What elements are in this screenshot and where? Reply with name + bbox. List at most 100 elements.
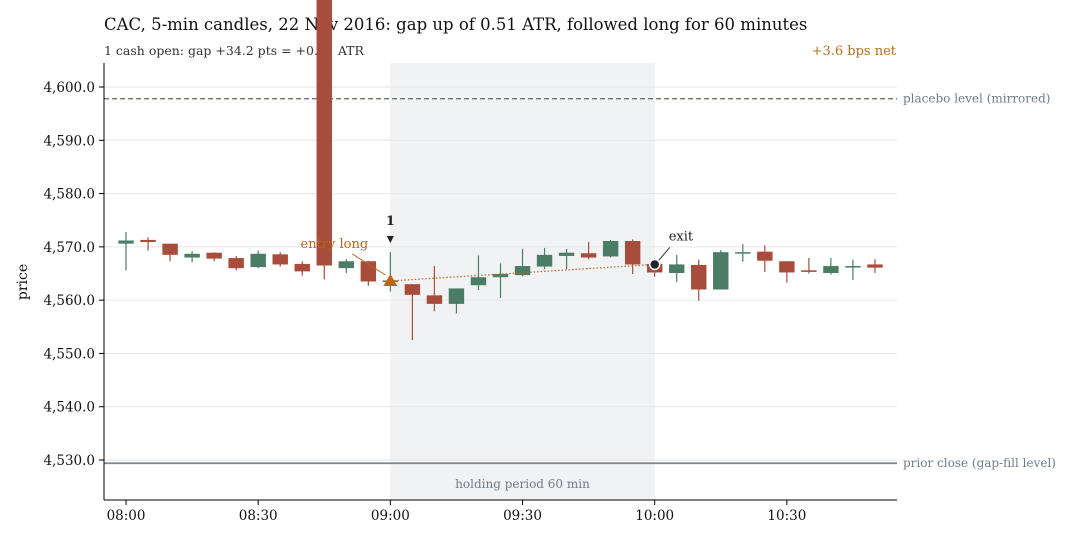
x-tick-label: 08:00 [107, 508, 146, 524]
holding-period-shade [390, 63, 655, 500]
candle [536, 247, 553, 270]
entry-label: entry long [301, 237, 369, 252]
candle [250, 250, 266, 269]
candle-body [404, 284, 421, 295]
candles [118, 0, 883, 341]
prior-close-label: prior close (gap-fill level) [903, 456, 1056, 470]
candle [470, 255, 487, 291]
candle-body [536, 254, 553, 267]
exit-marker [648, 258, 661, 271]
candle-body [250, 253, 266, 268]
candle-body [492, 274, 509, 278]
entry-leader-line [352, 253, 386, 276]
candle [757, 245, 773, 272]
candle-body [823, 266, 839, 273]
candle-body [580, 253, 597, 258]
candle [602, 239, 619, 258]
candle [140, 237, 156, 251]
candle [228, 255, 244, 271]
candle-body [558, 252, 575, 256]
candle [184, 251, 200, 263]
candle-body [228, 258, 244, 269]
holding-period-label: holding period 60 min [455, 477, 590, 491]
y-tick-label: 4,560.0 [43, 293, 95, 309]
candle-body [867, 264, 883, 268]
candle [316, 0, 332, 280]
candle-body [624, 240, 641, 265]
exit-leader-line [658, 247, 671, 261]
candle [558, 248, 575, 270]
candle [426, 266, 443, 312]
candle [801, 258, 817, 274]
entry-sequence-label: 1 [386, 214, 395, 229]
candle-body [162, 243, 178, 255]
candle-body [713, 252, 729, 290]
reference-levels: placebo level (mirrored) prior close (gap… [104, 92, 1056, 470]
candle [713, 250, 729, 290]
y-tick-label: 4,580.0 [43, 187, 95, 203]
x-tick-label: 08:30 [239, 508, 278, 524]
candle [867, 259, 883, 273]
holding-period-band: holding period 60 min [390, 63, 655, 500]
candle-body [206, 252, 222, 259]
chart-subtitle: 1 cash open: gap +34.2 pts = +0.51 ATR [104, 43, 365, 58]
candle-body [448, 288, 465, 304]
candle [294, 261, 310, 276]
candle-body [514, 266, 531, 276]
candle [514, 248, 531, 277]
x-tick-label: 10:00 [635, 508, 674, 524]
candle-body [140, 239, 156, 243]
trade-annotations: entry long 1 exit [301, 214, 694, 286]
candle [691, 259, 707, 301]
x-tick-label: 09:30 [503, 508, 542, 524]
candle-body [118, 240, 134, 244]
candle-body [602, 240, 619, 257]
axes: 4,530.0 4,540.0 4,550.0 4,560.0 4,570.0 4,580… [43, 63, 897, 524]
grid-lines [104, 86, 897, 461]
candle [448, 288, 465, 314]
y-tick-label: 4,540.0 [43, 400, 95, 416]
x-tick-label: 10:30 [767, 508, 806, 524]
y-tick-label: 4,550.0 [43, 346, 95, 362]
candle-body [691, 264, 707, 290]
y-tick-label: 4,570.0 [43, 240, 95, 256]
candle-body [294, 263, 310, 272]
candle-body [426, 295, 443, 304]
candle [118, 231, 134, 271]
x-tick-label: 09:00 [371, 508, 410, 524]
candle [735, 244, 751, 262]
candle-body [801, 270, 817, 272]
entry-marker [383, 273, 398, 286]
exit-label: exit [669, 229, 694, 244]
entry-arrow-icon [386, 235, 394, 243]
candle-body [272, 254, 288, 265]
candle [669, 254, 685, 283]
placebo-level-label: placebo level (mirrored) [903, 92, 1051, 106]
candle-body [845, 266, 861, 268]
y-tick-label: 4,600.0 [43, 80, 95, 96]
chart-title: CAC, 5-min candles, 22 Nov 2016: gap up … [104, 15, 807, 34]
candle-body [338, 261, 355, 269]
candle [206, 252, 222, 262]
candle [404, 284, 421, 341]
candle [845, 259, 861, 280]
candle-body [470, 277, 487, 286]
candle [580, 242, 597, 260]
trade-path-line [390, 263, 655, 282]
candle [779, 261, 795, 283]
candle-body [669, 264, 685, 273]
y-axis-label: price [15, 264, 31, 300]
candle [162, 243, 178, 262]
net-return-label: +3.6 bps net [812, 44, 897, 59]
candle [624, 239, 641, 275]
candle [492, 263, 509, 299]
candle-body [184, 253, 200, 258]
candle-body [316, 0, 332, 266]
candle-body [779, 261, 795, 273]
candle [338, 259, 355, 273]
candle-body [757, 251, 773, 261]
candle-body [735, 252, 751, 254]
candle [823, 258, 839, 275]
candle [272, 252, 288, 267]
